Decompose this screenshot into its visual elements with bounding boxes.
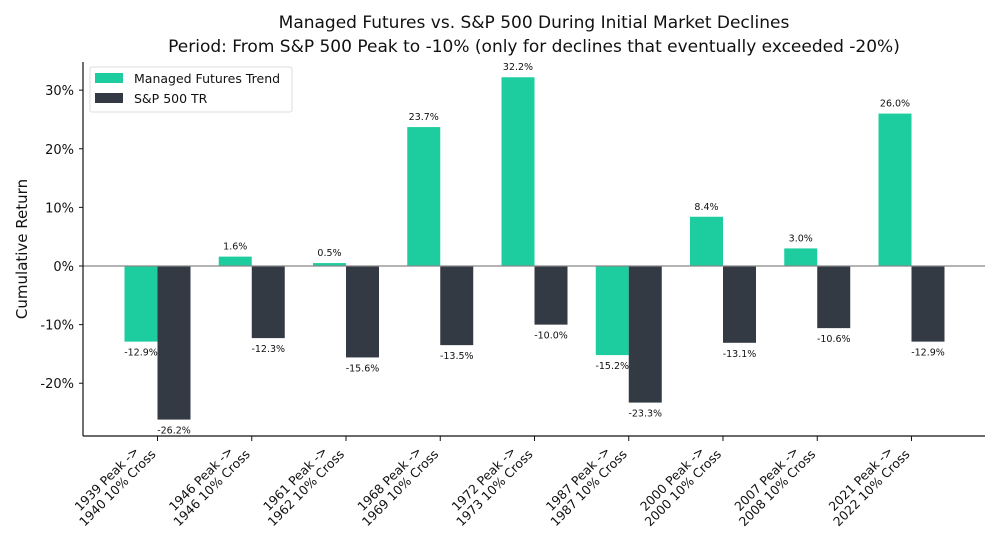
bar-managed-futures: [124, 266, 158, 342]
y-axis-label: Cumulative Return: [13, 179, 31, 319]
legend: Managed Futures Trend S&P 500 TR: [89, 66, 293, 113]
data-label: -10.0%: [534, 331, 568, 342]
y-tick-label: -20%: [40, 377, 74, 392]
bar-sp500: [346, 266, 379, 358]
bar-managed-futures: [218, 256, 252, 266]
bar-sp500: [911, 266, 945, 342]
bar-managed-futures: [690, 216, 723, 266]
y-tick-label: 0%: [53, 260, 74, 275]
bar-managed-futures: [784, 248, 818, 266]
data-label: 3.0%: [789, 233, 813, 244]
legend-label-managed-futures: Managed Futures Trend: [134, 71, 280, 86]
data-label: 26.0%: [880, 99, 910, 110]
bar-managed-futures: [313, 263, 346, 266]
bar-managed-futures: [407, 127, 441, 266]
data-label: -23.3%: [628, 409, 662, 420]
legend-label-sp500: S&P 500 TR: [134, 91, 208, 106]
data-label: -26.2%: [157, 426, 191, 437]
x-tick-label: 2007 Peak ->2008 10% Cross: [726, 437, 818, 529]
x-tick-label: 1968 Peak ->1969 10% Cross: [349, 437, 441, 529]
x-tick-label: 1939 Peak ->1940 10% Cross: [66, 437, 158, 529]
data-label: 32.2%: [503, 62, 533, 73]
x-tick-label: 1987 Peak ->1987 10% Cross: [537, 437, 629, 529]
legend-swatch-sp500: [95, 93, 123, 103]
data-label: 8.4%: [694, 202, 718, 213]
x-tick-label: 2021 Peak ->2022 10% Cross: [820, 437, 912, 529]
bar-sp500: [628, 266, 662, 403]
y-tick-label: 20%: [45, 143, 74, 158]
bar-sp500: [534, 266, 568, 325]
x-tick-label: 1972 Peak ->1973 10% Cross: [443, 437, 535, 529]
data-label: 23.7%: [409, 112, 439, 123]
data-label: -12.3%: [251, 344, 285, 355]
bar-managed-futures: [595, 266, 629, 356]
bar-sp500: [157, 266, 191, 420]
bar-managed-futures: [501, 77, 535, 266]
x-tick-label: 1961 Peak ->1962 10% Cross: [255, 437, 347, 529]
data-label: -13.5%: [440, 351, 474, 362]
y-tick-label: 30%: [45, 84, 74, 99]
x-tick-label: 1946 Peak ->1946 10% Cross: [160, 437, 252, 529]
bar-sp500: [817, 266, 851, 329]
legend-box: [89, 66, 293, 113]
data-label: -13.1%: [723, 349, 757, 360]
data-label: -10.6%: [817, 334, 851, 345]
bar-sp500: [440, 266, 474, 346]
chart-subtitle: Period: From S&P 500 Peak to -10% (only …: [168, 37, 900, 57]
bar-sp500: [723, 266, 756, 343]
data-label: 0.5%: [317, 248, 341, 259]
bar-sp500: [251, 266, 285, 339]
data-label: -15.2%: [595, 361, 629, 372]
chart-title: Managed Futures vs. S&P 500 During Initi…: [279, 13, 790, 33]
data-label: -12.9%: [124, 348, 158, 359]
data-label: 1.6%: [223, 242, 247, 253]
x-tick-label: 2000 Peak ->2000 10% Cross: [632, 437, 724, 529]
y-tick-label: -10%: [40, 319, 74, 334]
legend-swatch-managed-futures: [95, 73, 123, 83]
bar-managed-futures: [878, 113, 912, 266]
data-label: -12.9%: [911, 348, 945, 359]
data-label: -15.6%: [346, 363, 380, 374]
y-tick-label: 10%: [45, 201, 74, 216]
